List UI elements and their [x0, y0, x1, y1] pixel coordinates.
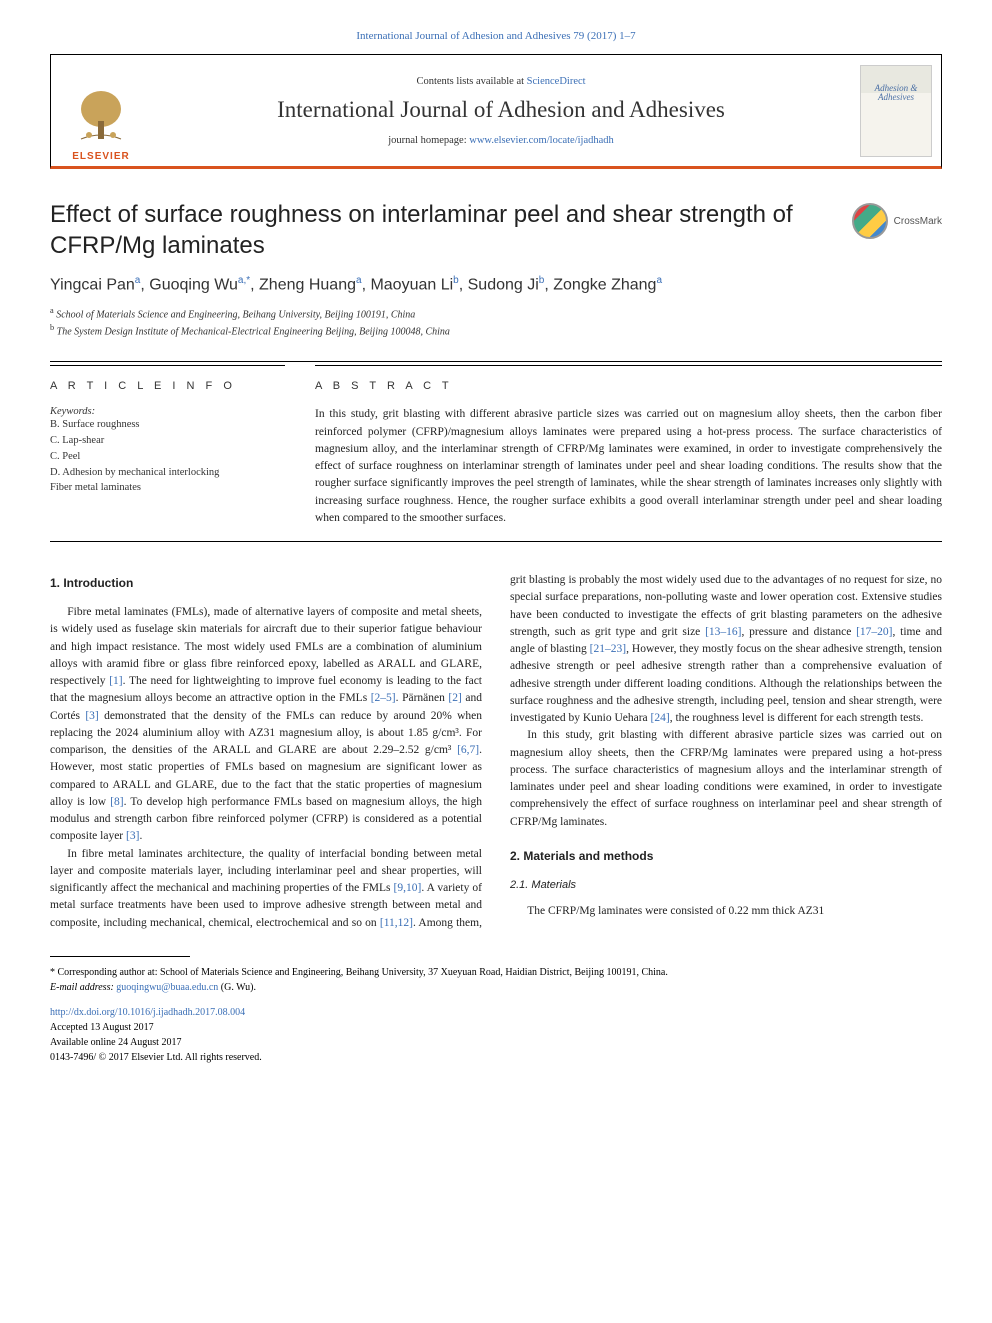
section-1-heading: 1. Introduction	[50, 574, 482, 592]
authors: Yingcai Pana, Guoqing Wua,*, Zheng Huang…	[50, 275, 942, 294]
contents-line: Contents lists available at ScienceDirec…	[416, 76, 585, 87]
abstract-heading: A B S T R A C T	[315, 380, 942, 392]
ref-9-10[interactable]: [9,10]	[394, 882, 422, 894]
ref-2[interactable]: [2]	[448, 692, 461, 704]
affiliation-a: a School of Materials Science and Engine…	[50, 305, 942, 322]
ref-3b[interactable]: [3]	[126, 830, 139, 842]
copyright: 0143-7496/ © 2017 Elsevier Ltd. All righ…	[50, 1050, 942, 1065]
body-columns: 1. Introduction Fibre metal laminates (F…	[50, 572, 942, 932]
abstract: A B S T R A C T In this study, grit blas…	[315, 365, 942, 541]
ref-3[interactable]: [3]	[85, 710, 98, 722]
article-info-heading: A R T I C L E I N F O	[50, 380, 285, 392]
affiliations: a School of Materials Science and Engine…	[50, 305, 942, 340]
journal-cover-icon: Adhesion & Adhesives	[860, 65, 932, 157]
citation-link[interactable]: International Journal of Adhesion and Ad…	[356, 30, 635, 42]
info-abstract-block: A R T I C L E I N F O Keywords: B. Surfa…	[50, 361, 942, 542]
title-row: Effect of surface roughness on interlami…	[50, 199, 942, 261]
ref-11-12[interactable]: [11,12]	[380, 917, 413, 929]
ref-8[interactable]: [8]	[110, 796, 123, 808]
corresponding-note: * Corresponding author at: School of Mat…	[50, 965, 942, 995]
email-link[interactable]: guoqingwu@buaa.edu.cn	[116, 982, 218, 993]
ref-1[interactable]: [1]	[109, 675, 122, 687]
ref-2-5[interactable]: [2–5]	[371, 692, 396, 704]
para-4: The CFRP/Mg laminates were consisted of …	[510, 903, 942, 920]
corr-email-line: E-mail address: guoqingwu@buaa.edu.cn (G…	[50, 980, 942, 995]
sciencedirect-link[interactable]: ScienceDirect	[527, 76, 586, 87]
article-info: A R T I C L E I N F O Keywords: B. Surfa…	[50, 365, 285, 541]
header-citation: International Journal of Adhesion and Ad…	[50, 30, 942, 42]
section-2-heading: 2. Materials and methods	[510, 847, 942, 865]
keywords-list: B. Surface roughnessC. Lap-shearC. PeelD…	[50, 417, 285, 496]
ref-24[interactable]: [24]	[651, 712, 670, 724]
cover-cell: Adhesion & Adhesives	[851, 55, 941, 166]
section-2-1-heading: 2.1. Materials	[510, 877, 942, 894]
corr-text: * Corresponding author at: School of Mat…	[50, 965, 942, 980]
ref-21-23[interactable]: [21–23]	[590, 643, 626, 655]
available-date: Available online 24 August 2017	[50, 1035, 942, 1050]
email-label: E-mail address:	[50, 982, 116, 993]
publication-info: http://dx.doi.org/10.1016/j.ijadhadh.201…	[50, 1005, 942, 1065]
elsevier-label: ELSEVIER	[72, 151, 129, 162]
abstract-text: In this study, grit blasting with differ…	[315, 406, 942, 527]
para-1: Fibre metal laminates (FMLs), made of al…	[50, 604, 482, 846]
footer-separator	[50, 956, 190, 957]
page: International Journal of Adhesion and Ad…	[0, 0, 992, 1105]
masthead-center: Contents lists available at ScienceDirec…	[151, 55, 851, 166]
homepage-prefix: journal homepage:	[388, 135, 469, 146]
affiliation-b: b The System Design Institute of Mechani…	[50, 322, 942, 339]
ref-13-16[interactable]: [13–16]	[705, 626, 741, 638]
ref-6-7[interactable]: [6,7]	[457, 744, 479, 756]
contents-prefix: Contents lists available at	[416, 76, 526, 87]
email-suffix: (G. Wu).	[218, 982, 256, 993]
crossmark-icon	[852, 203, 888, 239]
keywords-label: Keywords:	[50, 406, 285, 417]
elsevier-tree-icon	[71, 87, 131, 149]
homepage-line: journal homepage: www.elsevier.com/locat…	[388, 135, 614, 146]
article-title: Effect of surface roughness on interlami…	[50, 199, 832, 261]
cover-title-2: Adhesives	[878, 93, 914, 103]
journal-name: International Journal of Adhesion and Ad…	[277, 97, 725, 123]
publisher-logo-cell: ELSEVIER	[51, 55, 151, 166]
ref-17-20[interactable]: [17–20]	[856, 626, 892, 638]
accepted-date: Accepted 13 August 2017	[50, 1020, 942, 1035]
doi-link[interactable]: http://dx.doi.org/10.1016/j.ijadhadh.201…	[50, 1007, 245, 1018]
crossmark[interactable]: CrossMark	[852, 203, 942, 239]
masthead: ELSEVIER Contents lists available at Sci…	[50, 54, 942, 169]
para-3: In this study, grit blasting with differ…	[510, 727, 942, 831]
homepage-link[interactable]: www.elsevier.com/locate/ijadhadh	[469, 135, 614, 146]
crossmark-label: CrossMark	[894, 216, 942, 227]
